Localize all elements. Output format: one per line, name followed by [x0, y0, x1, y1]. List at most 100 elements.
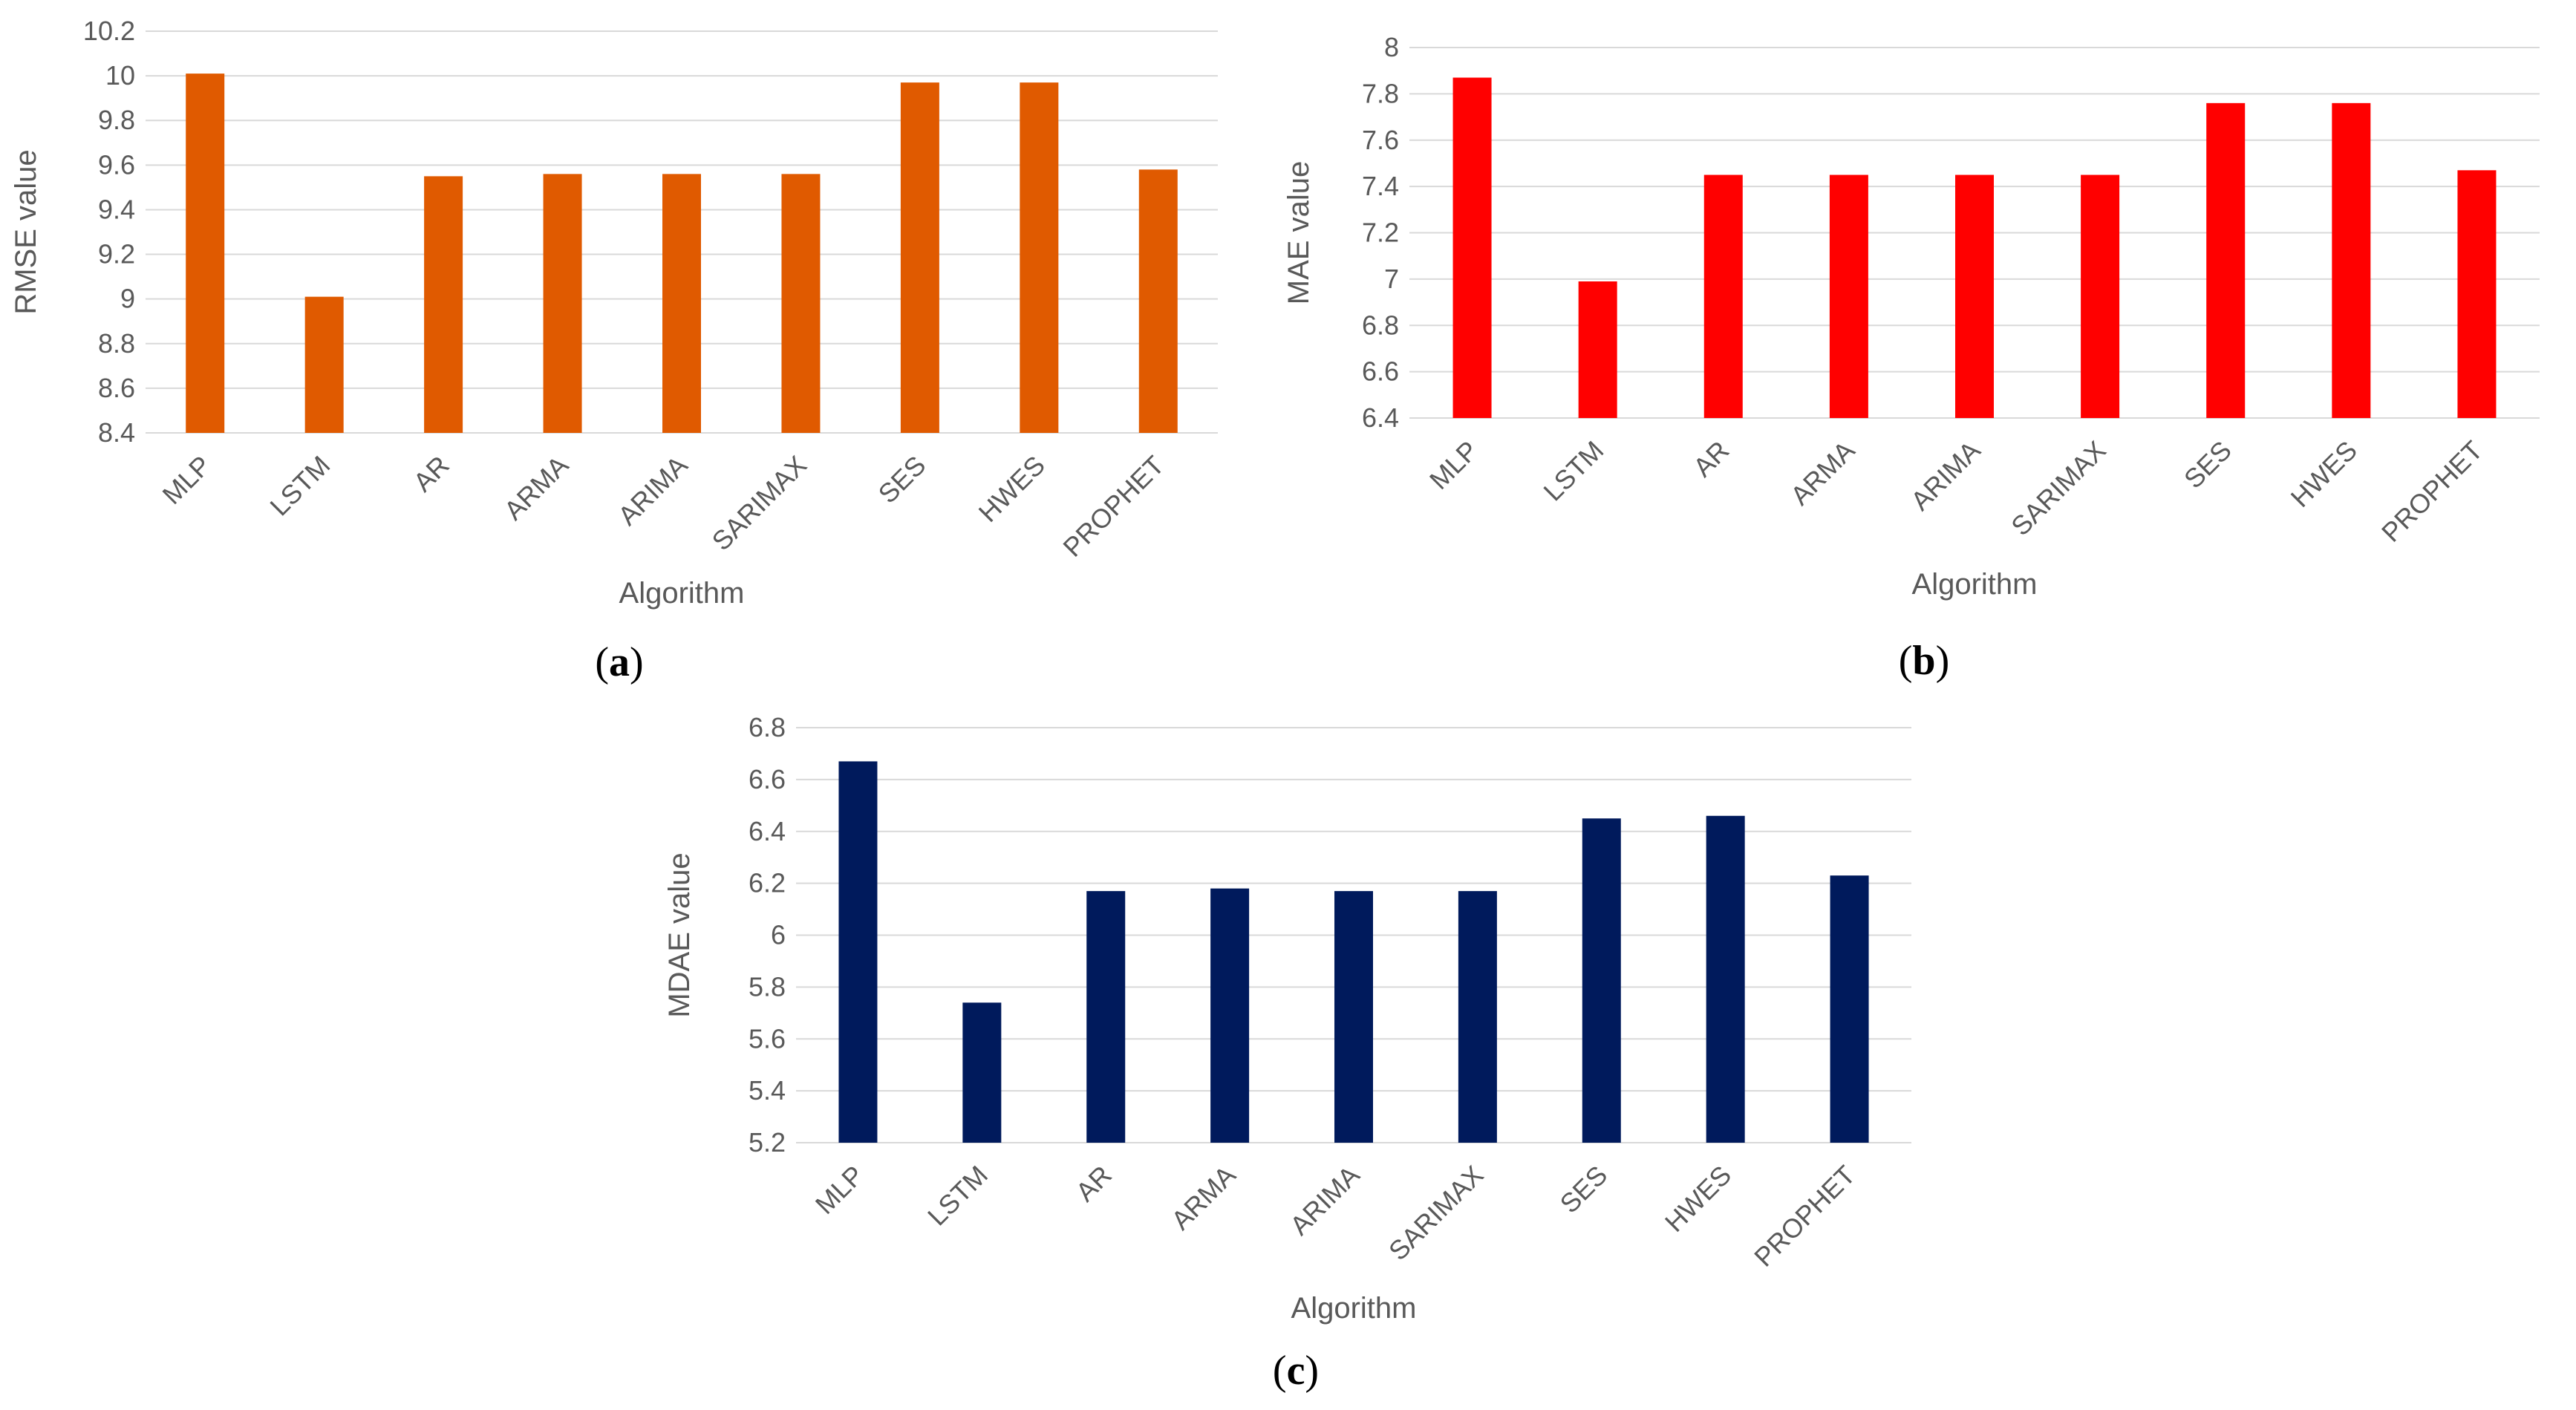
x-tick-label: ARIMA: [1905, 435, 1986, 517]
y-tick-label: 9.4: [98, 194, 135, 224]
x-tick-label: SARIMAX: [1383, 1160, 1490, 1267]
bar-hwes: [1020, 82, 1059, 433]
y-tick-label: 10: [105, 60, 135, 91]
bar-arma: [1210, 888, 1250, 1143]
x-axis-title: Algorithm: [1291, 1292, 1417, 1325]
bar-sarimax: [781, 174, 821, 433]
x-tick-label: PROPHET: [1057, 450, 1170, 563]
caption-open-paren: (: [1273, 1348, 1287, 1394]
x-tick-label: SES: [1553, 1160, 1613, 1219]
x-tick-label: HWES: [1659, 1160, 1737, 1238]
y-tick-label: 6.4: [1362, 402, 1399, 433]
y-tick-label: 5.8: [749, 971, 786, 1002]
x-tick-label: LSTM: [264, 450, 336, 522]
y-tick-label: 6.2: [749, 868, 786, 898]
x-tick-label: SARIMAX: [706, 450, 813, 557]
bar-sarimax: [1458, 891, 1497, 1143]
y-axis-title: MAE value: [1282, 161, 1315, 304]
y-axis-title: RMSE value: [10, 149, 42, 314]
panel-caption: (b): [1899, 638, 1949, 684]
chart-panel-a: 8.4 8.6 8.8 9 9.2 9.4 9.6 9.8 10 10.2 MLP LSTM AR ARM…: [10, 16, 1218, 685]
y-tick-label: 6.4: [749, 816, 786, 846]
x-tick-label: HWES: [2285, 435, 2363, 513]
x-axis-title: Algorithm: [1912, 568, 2038, 601]
bar-lstm: [304, 296, 344, 433]
chart-panel-b: 6.4 6.6 6.8 7 7.2 7.4 7.6 7.8 8 MLP LSTM AR ARMA ARIM…: [1282, 32, 2540, 684]
y-tick-label: 6: [771, 920, 786, 950]
y-tick-label: 9: [120, 284, 135, 314]
y-tick-label: 6.6: [1362, 356, 1399, 387]
bar-ses: [900, 82, 939, 433]
x-tick-label: PROPHET: [2376, 435, 2488, 548]
bar-prophet: [2457, 170, 2497, 418]
x-tick-label: ARMA: [1784, 435, 1861, 512]
y-tick-label: 8.6: [98, 373, 135, 403]
bar-sarimax: [2081, 174, 2120, 418]
y-tick-label: 6.6: [749, 764, 786, 794]
y-tick-label: 6.8: [1362, 310, 1399, 340]
caption-close-paren: ): [630, 639, 644, 685]
panel-caption: (a): [595, 639, 643, 685]
x-tick-label: SES: [2178, 435, 2237, 495]
x-tick-label: ARIMA: [612, 450, 694, 532]
bar-ses: [1582, 818, 1621, 1143]
y-tick-label: 8.8: [98, 328, 135, 359]
bar-ar: [1703, 174, 1743, 418]
bar-mlp: [186, 74, 225, 433]
y-tick-label: 7.2: [1362, 218, 1399, 248]
caption-letter: b: [1912, 638, 1935, 684]
caption-open-paren: (: [1899, 638, 1913, 684]
y-tick-label: 8.4: [98, 417, 135, 448]
x-tick-label: SARIMAX: [2005, 435, 2112, 542]
caption-close-paren: ): [1936, 638, 1950, 684]
x-tick-label: LSTM: [922, 1160, 994, 1232]
x-tick-label: ARMA: [498, 450, 575, 526]
panel-caption: (c): [1273, 1348, 1319, 1394]
bar-hwes: [1706, 815, 1745, 1143]
bar-prophet: [1138, 169, 1178, 433]
bar-prophet: [1830, 875, 1869, 1143]
caption-close-paren: ): [1305, 1348, 1319, 1394]
chart-panel-c: 5.2 5.4 5.6 5.8 6 6.2 6.4 6.6 6.8 MLP LSTM AR ARMA AR…: [663, 712, 1911, 1394]
y-tick-label: 10.2: [83, 16, 135, 46]
bar-lstm: [1578, 281, 1617, 418]
x-tick-label: ARMA: [1165, 1160, 1242, 1236]
caption-letter: a: [609, 639, 630, 685]
x-tick-label: AR: [1070, 1160, 1118, 1207]
bar-arima: [662, 174, 701, 433]
x-tick-label: LSTM: [1537, 435, 1609, 507]
y-tick-label: 7.6: [1362, 125, 1399, 155]
x-axis-title: Algorithm: [619, 577, 745, 610]
bar-arma: [1829, 174, 1868, 418]
x-tick-label: MLP: [1424, 435, 1484, 495]
caption-letter: c: [1287, 1348, 1305, 1394]
y-tick-label: 7.4: [1362, 171, 1399, 201]
y-tick-label: 9.8: [98, 105, 135, 135]
x-tick-label: AR: [1687, 435, 1735, 483]
y-tick-label: 8: [1384, 32, 1399, 62]
caption-open-paren: (: [595, 639, 609, 685]
x-tick-label: PROPHET: [1748, 1160, 1861, 1273]
x-tick-label: AR: [407, 450, 454, 497]
y-tick-label: 7.8: [1362, 78, 1399, 108]
x-tick-label: MLP: [157, 450, 217, 510]
bar-arima: [1334, 891, 1373, 1143]
x-tick-label: MLP: [809, 1160, 870, 1220]
bar-mlp: [1452, 77, 1492, 418]
bar-ses: [2206, 102, 2246, 418]
y-tick-label: 5.6: [749, 1023, 786, 1054]
bar-ar: [1086, 891, 1126, 1143]
bar-lstm: [962, 1002, 1002, 1143]
bar-ar: [424, 176, 463, 433]
y-tick-label: 5.2: [749, 1127, 786, 1158]
y-tick-label: 9.6: [98, 149, 135, 180]
y-axis-title: MDAE value: [663, 852, 696, 1017]
bar-arima: [1955, 174, 1994, 418]
y-tick-label: 7: [1384, 264, 1399, 294]
bar-mlp: [838, 761, 878, 1143]
x-tick-label: HWES: [973, 450, 1051, 528]
bar-hwes: [2332, 102, 2371, 418]
y-tick-label: 9.2: [98, 239, 135, 270]
x-tick-label: SES: [873, 450, 932, 509]
